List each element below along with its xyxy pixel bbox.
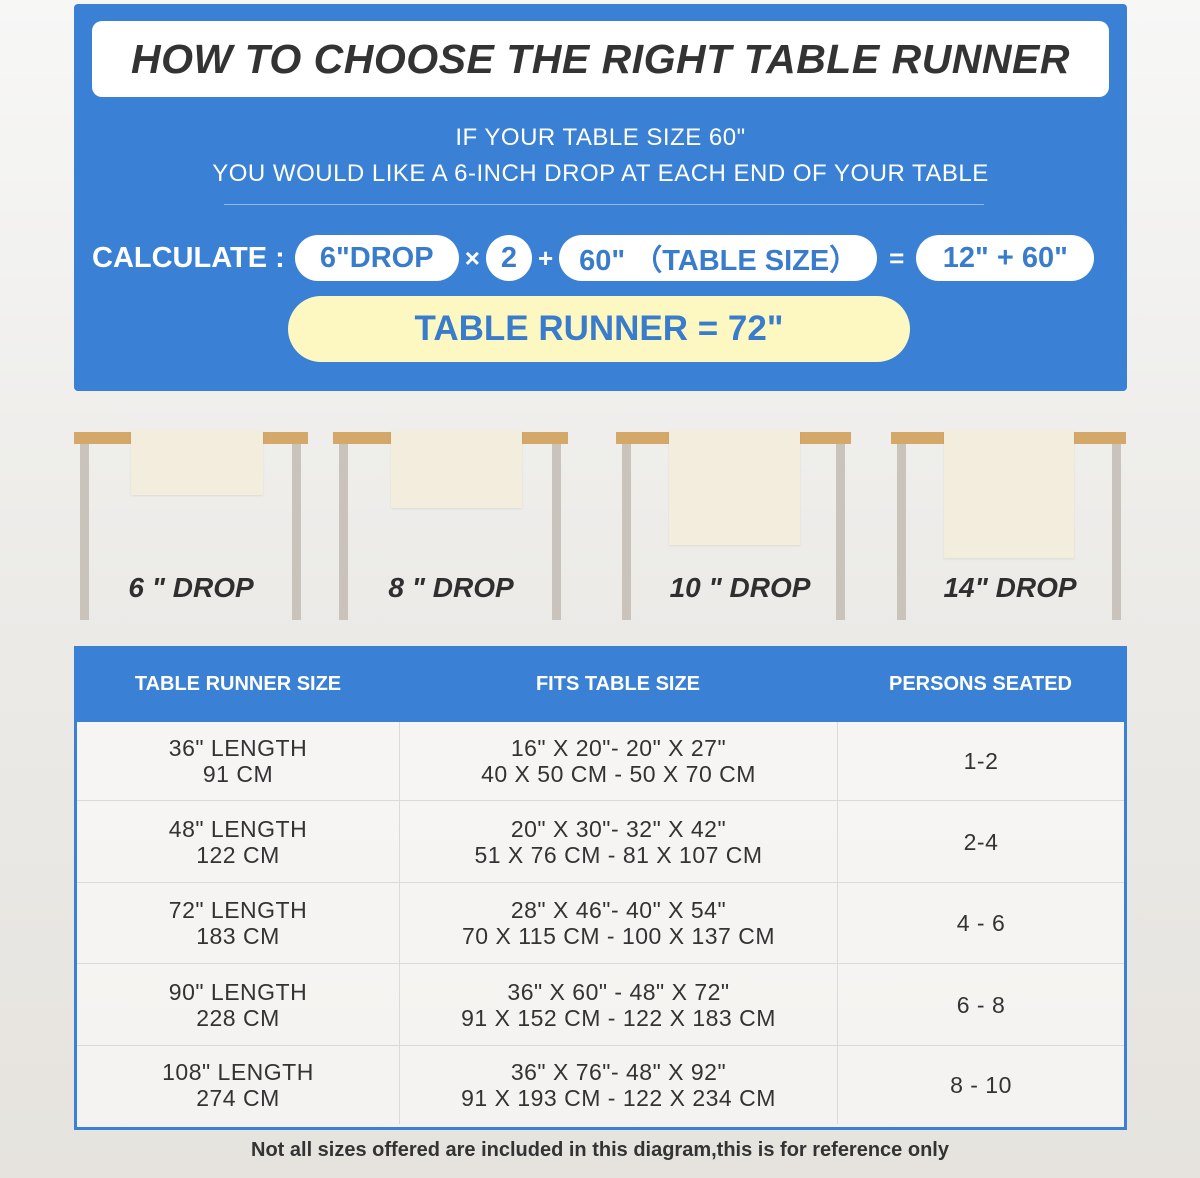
runner-size-cell-line: 36" LENGTH <box>168 735 308 761</box>
persons-cell: 2-4 <box>837 801 1124 882</box>
runner-size-cell-line: 108" LENGTH <box>162 1059 314 1085</box>
footnote: Not all sizes offered are included in th… <box>251 1139 949 1161</box>
multiplier-pill: 2 <box>485 235 532 281</box>
runner-size-cell-line: 90" LENGTH <box>168 978 308 1005</box>
table-leg <box>292 444 301 620</box>
drop-label: 8 " DROP <box>388 572 514 603</box>
table-leg <box>622 444 631 620</box>
runner <box>944 430 1074 558</box>
fits-table-cell: 28" X 46"- 40" X 54" 70 X 115 CM - 100 X … <box>399 883 837 963</box>
drop-label: 6 " DROP <box>128 572 254 603</box>
header-fits-table: FITS TABLE SIZE <box>535 672 701 695</box>
table-row: 108" LENGTH 274 CM 36" X 76"- 48" X 92" 91 … <box>77 1045 1124 1124</box>
table-leg <box>836 444 845 620</box>
fits-table-cell-line: 20" X 30"- 32" X 42" <box>510 815 727 842</box>
runner-size-cell-line: 48" LENGTH <box>168 815 308 842</box>
runner-size-cell: 108" LENGTH 274 CM <box>77 1046 399 1124</box>
persons-cell-line: 2-4 <box>963 828 999 855</box>
table-leg <box>897 444 906 620</box>
calculation-panel: HOW TO CHOOSE THE RIGHT TABLE RUNNER IF … <box>74 4 1127 391</box>
table-size-pill: 60" （TABLE SIZE） <box>559 235 878 281</box>
fits-table-cell: 20" X 30"- 32" X 42" 51 X 76 CM - 81 X 10… <box>399 801 837 882</box>
drop-label: 10 " DROP <box>669 572 811 603</box>
plus-sign: + <box>537 242 554 273</box>
header-runner-size: TABLE RUNNER SIZE <box>134 672 342 695</box>
drop-pill: 6"DROP <box>294 235 459 281</box>
calculate-label: CALCULATE : <box>92 241 285 274</box>
runner <box>669 430 800 545</box>
header-persons: PERSONS SEATED <box>889 672 1072 695</box>
runner-size-cell: 90" LENGTH 228 CM <box>77 964 399 1045</box>
divider <box>224 204 984 205</box>
equals-sign: = <box>889 242 905 273</box>
runner-size-cell: 36" LENGTH 91 CM <box>77 722 399 800</box>
persons-cell: 4 - 6 <box>837 883 1124 963</box>
page-title: HOW TO CHOOSE THE RIGHT TABLE RUNNER <box>131 35 1070 82</box>
runner-size-cell: 48" LENGTH 122 CM <box>77 801 399 882</box>
runner <box>131 430 263 495</box>
table-row: 48" LENGTH 122 CM 20" X 30"- 32" X 42" 51 X… <box>77 800 1124 882</box>
table-row: 72" LENGTH 183 CM 28" X 46"- 40" X 54" 70 X… <box>77 882 1124 963</box>
fits-table-cell-line: 36" X 76"- 48" X 92" <box>510 1059 727 1085</box>
drop-label: 14" DROP <box>943 572 1077 603</box>
fits-table-cell-line: 16" X 20"- 20" X 27" <box>510 735 727 761</box>
persons-cell-line: 8 - 10 <box>950 1072 1012 1098</box>
fits-table-cell-line: 51 X 76 CM - 81 X 107 CM <box>474 841 763 868</box>
example-line-2: YOU WOULD LIKE A 6-INCH DROP AT EACH END… <box>212 160 989 187</box>
persons-cell: 8 - 10 <box>837 1046 1124 1124</box>
fits-table-cell-line: 28" X 46"- 40" X 54" <box>510 897 727 923</box>
runner <box>391 430 522 508</box>
calculation-row: CALCULATE : 6"DROP × 2 + 60" （TABLE SIZE… <box>92 233 1095 283</box>
example-line-1: IF YOUR TABLE SIZE 60" <box>455 124 746 151</box>
fits-table-cell-line: 70 X 115 CM - 100 X 137 CM <box>462 923 775 949</box>
table-leg <box>1112 444 1121 620</box>
times-sign: × <box>464 242 480 273</box>
fits-table-cell: 36" X 76"- 48" X 92" 91 X 193 CM - 122 X … <box>399 1046 837 1124</box>
runner-size-cell-line: 228 CM <box>196 1004 280 1031</box>
size-table: TABLE RUNNER SIZE FITS TABLE SIZE PERSON… <box>74 646 1127 1130</box>
fits-table-cell-line: 36" X 60" - 48" X 72" <box>507 978 730 1005</box>
persons-cell: 1-2 <box>837 722 1124 800</box>
result-pill: TABLE RUNNER = 72" <box>288 296 910 362</box>
persons-cell-line: 4 - 6 <box>956 910 1006 936</box>
fits-table-cell-line: 91 X 193 CM - 122 X 234 CM <box>461 1085 776 1111</box>
persons-cell-line: 1-2 <box>963 748 999 774</box>
runner-size-cell-line: 91 CM <box>202 761 274 787</box>
table-row: 90" LENGTH 228 CM 36" X 60" - 48" X 72" 91 … <box>77 963 1124 1045</box>
sum-pill: 12" + 60" <box>916 235 1095 281</box>
fits-table-cell: 36" X 60" - 48" X 72" 91 X 152 CM - 122 X… <box>399 964 837 1045</box>
persons-cell: 6 - 8 <box>837 964 1124 1045</box>
table-row: 36" LENGTH 91 CM 16" X 20"- 20" X 27" 40 X … <box>77 722 1124 800</box>
table-leg <box>80 444 89 620</box>
runner-size-cell: 72" LENGTH 183 CM <box>77 883 399 963</box>
table-header: TABLE RUNNER SIZE FITS TABLE SIZE PERSON… <box>77 646 1124 722</box>
runner-size-cell-line: 72" LENGTH <box>168 897 308 923</box>
runner-size-cell-line: 183 CM <box>196 923 280 949</box>
fits-table-cell-line: 40 X 50 CM - 50 X 70 CM <box>481 761 756 787</box>
persons-cell-line: 6 - 8 <box>956 991 1006 1018</box>
fits-table-cell-line: 91 X 152 CM - 122 X 183 CM <box>461 1004 776 1031</box>
title-box: HOW TO CHOOSE THE RIGHT TABLE RUNNER <box>92 21 1109 97</box>
runner-size-cell-line: 122 CM <box>196 841 280 868</box>
table-leg <box>339 444 348 620</box>
runner-size-cell-line: 274 CM <box>196 1085 280 1111</box>
fits-table-cell: 16" X 20"- 20" X 27" 40 X 50 CM - 50 X 70… <box>399 722 837 800</box>
table-leg <box>552 444 561 620</box>
